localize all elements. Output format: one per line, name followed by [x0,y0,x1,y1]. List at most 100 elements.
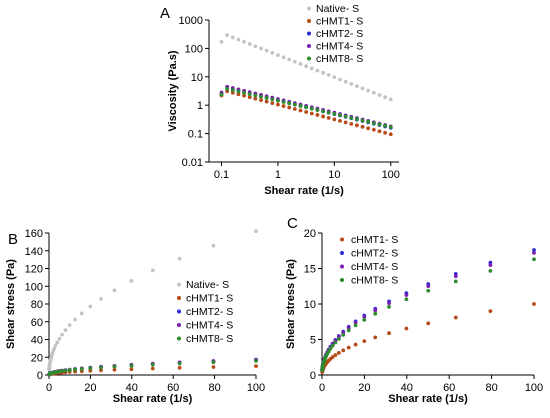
data-point [254,229,258,234]
data-point [330,343,335,348]
data-point [532,257,536,262]
legend-label: cHMT2- S [316,28,363,40]
data-point [60,369,64,373]
data-point [259,46,263,51]
series-chmt8-s [320,257,536,373]
data-point [326,110,331,115]
data-point [321,114,325,119]
x-tick-label: 100 [247,382,265,394]
x-axis-title: Shear rate (1/s) [113,393,193,405]
y-tick-label: 40 [31,335,43,347]
data-point [259,94,263,99]
data-point [177,365,182,370]
data-point [355,117,359,122]
data-point [281,100,286,104]
data-point [404,326,409,331]
legend-marker [177,323,181,327]
series-native-s [47,229,258,371]
data-point [315,113,320,117]
data-point [253,93,258,98]
data-point [242,90,246,95]
data-point [371,121,376,125]
data-point [292,107,297,111]
data-point [377,129,382,134]
x-tick-label: 40 [126,382,138,394]
y-tick-label: 0 [310,370,316,382]
data-point [298,108,303,113]
data-point [373,308,378,313]
y-tick-label: 80 [31,299,43,311]
y-tick-label: 1 [197,100,203,112]
data-point [343,114,348,119]
data-point [73,317,77,322]
legend-marker [177,296,181,300]
y-axis-title: Shear stress (Pa) [285,259,297,349]
data-point [309,106,314,111]
data-point [304,64,309,69]
data-point [426,321,431,326]
data-point [315,68,320,73]
x-tick-label: 10 [328,169,340,181]
y-axis-title: Shear stress (Pa) [5,259,17,349]
x-tick-label: 100 [382,169,400,181]
data-point [338,118,342,123]
data-point [488,269,493,273]
data-point [67,323,72,328]
panel-a: 0.01 0.1 1 10 100 1000 0.1 1 10 100 Shear rate (1/… [160,3,400,197]
legend-marker [177,336,181,341]
data-point [532,302,536,306]
x-tick-label: 100 [525,382,543,394]
data-point [532,248,536,252]
data-point [353,342,358,347]
data-point [63,368,68,373]
data-point [60,332,64,337]
y-tick-label: 10 [191,72,203,84]
data-point [355,84,359,89]
data-point [253,96,258,101]
x-tick-label: 80 [208,382,220,394]
data-point [366,119,371,124]
data-point [53,343,58,348]
data-point [488,309,493,314]
data-point [236,92,241,97]
data-point [453,274,458,279]
data-point [177,256,182,261]
y-tick-label: 140 [25,246,43,258]
legend-marker [307,6,311,11]
y-tick-label: 100 [25,281,43,293]
data-point [362,314,367,319]
legend-marker [307,31,311,36]
data-point [453,279,458,284]
y-tick-label: 10 [304,299,316,311]
legend-marker [177,282,181,287]
data-point [150,366,155,371]
data-point [341,332,346,337]
panel-label: C [287,215,298,232]
legend-label: cHMT8- S [186,333,233,345]
data-point [383,130,388,135]
y-tick-label: 0.1 [188,129,203,141]
panel-label: B [8,231,18,248]
data-point [254,358,258,363]
legend-marker [340,264,344,269]
legend-label: cHMT2- S [186,306,233,318]
data-point [366,126,371,131]
data-point [73,367,77,372]
data-point [346,328,351,333]
legend-label: cHMT1- S [186,293,233,305]
data-point [353,323,358,328]
x-tick-label: 40 [401,382,413,394]
data-point [332,75,337,80]
data-point [371,90,376,95]
data-point [276,102,280,107]
legend-label: cHMT4- S [316,41,363,53]
legend-label: cHMT2- S [351,248,398,260]
legend-marker [340,237,344,242]
data-point [315,108,320,112]
data-point [309,66,314,71]
y-tick-label: 160 [25,228,43,240]
data-point [326,116,331,120]
legend-marker [307,19,311,23]
